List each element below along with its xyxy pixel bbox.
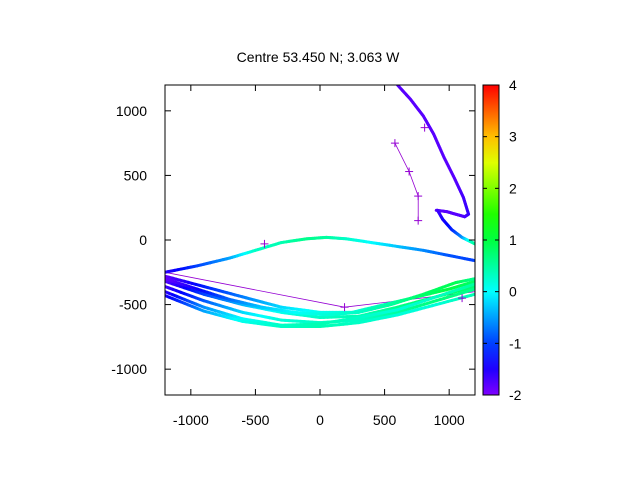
- marker-2-0: [420, 123, 429, 132]
- colorbar-tick-label: 4: [509, 77, 517, 93]
- plot-layer: [165, 85, 475, 329]
- marker-3-1: [458, 294, 467, 303]
- colorbar-tick-label: 1: [509, 232, 517, 248]
- x-tick-label: 500: [373, 412, 397, 428]
- marker-3-0: [340, 303, 349, 312]
- track-0: [396, 85, 471, 219]
- chart-title: Centre 53.450 N; 3.063 W: [237, 49, 400, 65]
- track-2: [165, 235, 475, 274]
- marker-1-3: [414, 216, 423, 225]
- track-segment: [469, 292, 475, 297]
- track-6: [165, 282, 475, 327]
- track-segment: [469, 282, 475, 287]
- x-tick-label: 0: [316, 412, 324, 428]
- x-axis: -1000 -500 0 500 1000: [173, 85, 465, 428]
- marker-0-0: [260, 239, 269, 248]
- x-tick-label: 1000: [434, 412, 465, 428]
- colorbar-tick-label: 2: [509, 180, 517, 196]
- track-segment: [469, 285, 475, 290]
- marker-1-0: [390, 139, 399, 148]
- colorbar-tick-label: 0: [509, 284, 517, 300]
- y-axis: -1000 -500 0 500 1000: [111, 103, 475, 377]
- x-tick-label: -500: [241, 412, 269, 428]
- colorbar-tick-label: -2: [509, 387, 522, 403]
- thin-line-1: [394, 142, 419, 221]
- y-tick-label: -1000: [111, 361, 147, 377]
- y-tick-label: 1000: [116, 103, 147, 119]
- y-tick-label: 0: [139, 232, 147, 248]
- plot-frame: [164, 84, 476, 396]
- track-8: [165, 292, 475, 329]
- colorbar-tick-label: -1: [509, 335, 522, 351]
- y-tick-label: -500: [119, 297, 147, 313]
- colorbar: -2 -1 0 1 2 3 4: [482, 77, 522, 403]
- track-7: [165, 277, 475, 317]
- marker-1-2: [414, 192, 423, 201]
- marker-1-1: [405, 167, 414, 176]
- colorbar-tick-label: 3: [509, 129, 517, 145]
- y-tick-label: 500: [124, 167, 148, 183]
- x-tick-label: -1000: [173, 412, 209, 428]
- track-segment: [469, 287, 475, 292]
- track-1: [436, 208, 475, 246]
